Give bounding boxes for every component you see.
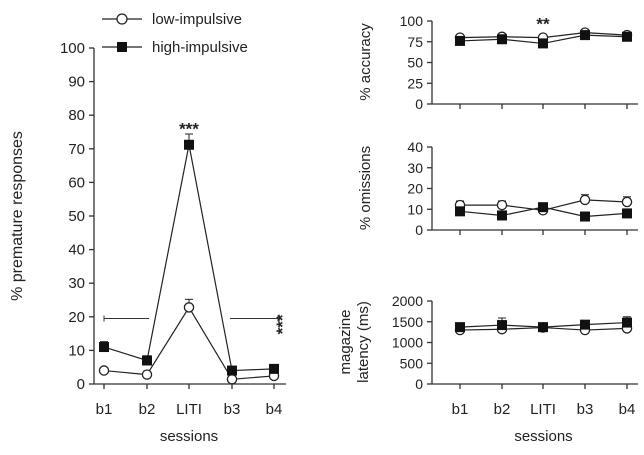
premature-xtick-label: b1 [96,401,113,418]
premature-point-high [227,365,237,376]
accuracy-y-axis-label: % accuracy [357,23,374,101]
latency-ytick-label: 0 [415,376,423,392]
accuracy-ytick-label: 0 [415,96,423,112]
premature-point-low [98,365,110,376]
latency-point-high [538,322,548,333]
premature-y-axis-label: % premature responses [9,131,26,301]
legend-marker-low-impulsive-icon [116,13,128,25]
premature-point-high [184,139,194,150]
latency-ytick-label: 1000 [392,335,423,351]
premature-point-low [226,374,238,385]
premature-point-high [142,355,152,366]
accuracy-point-high [455,35,465,46]
accuracy-point-high [538,38,548,49]
omissions-ytick-label: 30 [407,160,423,176]
premature-series-line-high [103,144,275,372]
omissions-ytick-label: 10 [407,201,423,217]
omissions-ytick-label: 0 [415,222,423,238]
accuracy-ytick-label: 50 [407,55,423,71]
latency-ytick-label: 500 [400,355,424,371]
accuracy-ytick-label: 100 [400,13,424,29]
panel-accuracy: 0 25 50 75 100 % accuracy ** [357,13,638,112]
premature-point-high [269,363,279,374]
premature-ytick-label: 80 [68,107,85,124]
omissions-point-low [621,196,633,208]
omissions-point-high [455,206,465,217]
premature-ytick-label: 20 [68,309,85,326]
accuracy-significance-label: ** [536,14,550,33]
latency-point-high [622,317,632,328]
panel-latency: 0 500 1000 1500 2000 b1 b2 LITI b3 b4 sessions maga… [337,293,638,445]
omissions-ytick-label: 40 [407,139,423,155]
premature-ytick-label: 40 [68,242,85,259]
omissions-point-high [580,211,590,222]
omissions-point-high [538,202,548,213]
panel-omissions: 0 10 20 30 40 % omissions [357,139,638,238]
premature-ytick-label: 90 [68,74,85,91]
premature-ytick-label: 0 [77,376,85,393]
premature-xtick-label: b4 [266,401,283,418]
premature-xtick-label: LITI [176,401,202,418]
latency-y-axis-label: magazinelatency (ms) [337,301,372,383]
accuracy-point-high [497,34,507,45]
latency-point-high [497,320,507,331]
premature-significance-label: *** [179,120,199,139]
omissions-point-low [496,199,508,211]
premature-ytick-label: 10 [68,342,85,359]
premature-ytick-label: 50 [68,208,85,225]
legend-label-low: low-impulsive [152,11,242,28]
omissions-point-high [497,210,507,221]
latency-ytick-label: 1500 [392,314,423,330]
premature-x-axis-label: sessions [160,428,218,445]
accuracy-point-high [580,30,590,41]
latency-xtick-label: b3 [577,401,594,418]
latency-xtick-label: b2 [494,401,511,418]
premature-point-low [183,302,195,313]
latency-xtick-label: b1 [452,401,469,418]
accuracy-point-high [622,31,632,42]
premature-point-high [99,342,109,353]
premature-significance-label-side: *** [273,314,292,334]
legend: low-impulsive high-impulsive [102,11,248,56]
omissions-point-low [579,194,591,206]
latency-point-high [580,319,590,330]
latency-xtick-label: b4 [619,401,636,418]
omissions-y-axis-label: % omissions [357,146,374,230]
omissions-ytick-label: 20 [407,181,423,197]
premature-xtick-label: b2 [139,401,156,418]
panel-premature: 0 10 20 30 40 50 60 70 80 90 100 b1 b2 LITI b3 b4 sessio… [9,40,292,445]
latency-point-high [455,322,465,333]
latency-xtick-label: LITI [530,401,556,418]
latency-x-axis-label: sessions [514,428,572,445]
premature-ytick-label: 70 [68,141,85,158]
legend-marker-high-impulsive-icon [117,42,127,52]
omissions-point-high [622,208,632,219]
legend-label-high: high-impulsive [152,39,248,56]
accuracy-ytick-label: 25 [407,75,423,91]
premature-ytick-label: 30 [68,275,85,292]
premature-point-low [141,369,153,380]
accuracy-ytick-label: 75 [407,34,423,50]
premature-ytick-label: 60 [68,174,85,191]
latency-ytick-label: 2000 [392,293,423,309]
premature-ytick-label: 100 [60,40,85,57]
premature-xtick-label: b3 [224,401,241,418]
